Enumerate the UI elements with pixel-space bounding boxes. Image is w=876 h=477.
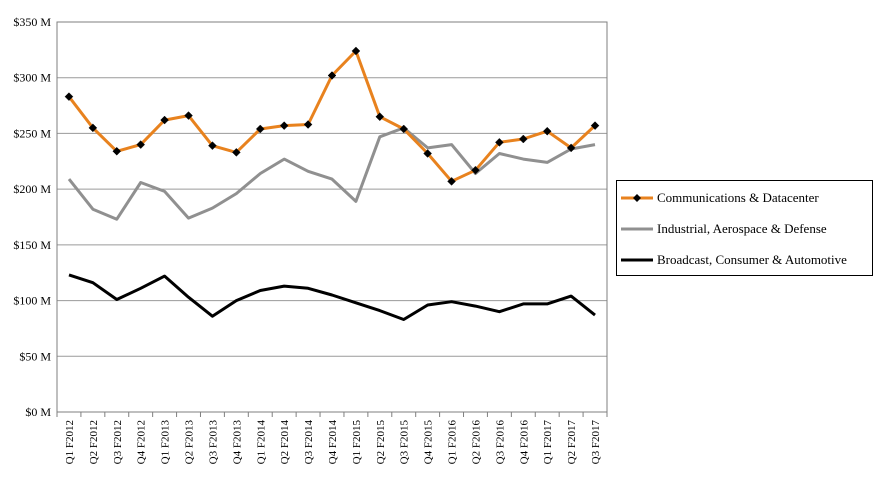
plot-area-border bbox=[56, 21, 608, 413]
data-point bbox=[495, 137, 504, 147]
x-tick-label: Q3 F2012 bbox=[112, 420, 124, 464]
data-point bbox=[327, 71, 337, 80]
data-point bbox=[447, 176, 456, 186]
legend-label-industrial: Industrial, Aerospace & Defense bbox=[657, 221, 827, 236]
data-point bbox=[279, 121, 289, 130]
x-tick-label: Q1 F2013 bbox=[160, 420, 172, 465]
data-point bbox=[208, 141, 217, 151]
data-point bbox=[423, 149, 433, 158]
data-point bbox=[303, 120, 313, 129]
x-tick-label: Q3 F2017 bbox=[590, 420, 602, 465]
data-point bbox=[351, 46, 361, 56]
data-point bbox=[184, 111, 193, 120]
legend: Communications & Datacenter Industrial, … bbox=[616, 180, 873, 276]
x-tick-label: Q2 F2017 bbox=[566, 420, 578, 465]
y-tick-label: $250 M bbox=[13, 126, 51, 140]
y-tick-label: $200 M bbox=[13, 182, 51, 196]
x-tick-label: Q4 F2015 bbox=[423, 420, 435, 465]
x-tick-label: Q3 F2013 bbox=[207, 420, 219, 465]
y-tick-label: $50 M bbox=[19, 349, 51, 363]
y-axis-ticks: $0 M $50 M $100 M $150 M $200 M $250 M $300 M $… bbox=[13, 15, 51, 419]
y-tick-label: $100 M bbox=[13, 294, 51, 308]
data-point bbox=[471, 165, 480, 175]
x-tick-label: Q2 F2016 bbox=[470, 420, 482, 465]
x-tick-label: Q3 F2014 bbox=[303, 420, 315, 465]
x-tick-label: Q4 F2013 bbox=[231, 420, 243, 465]
x-tick-label: Q2 F2014 bbox=[279, 420, 291, 465]
legend-label-communications: Communications & Datacenter bbox=[657, 190, 819, 205]
x-tick-label: Q2 F2015 bbox=[375, 420, 387, 465]
x-tick-label: Q1 F2012 bbox=[64, 420, 76, 464]
data-point bbox=[375, 112, 385, 122]
data-point bbox=[88, 123, 98, 133]
y-tick-label: $0 M bbox=[25, 405, 51, 419]
x-tick-label: Q4 F2016 bbox=[518, 420, 530, 465]
data-point bbox=[542, 126, 552, 136]
data-point bbox=[231, 148, 241, 157]
legend-item-industrial: Industrial, Aerospace & Defense bbox=[621, 220, 827, 238]
x-tick-label: Q3 F2015 bbox=[399, 420, 411, 465]
data-point bbox=[160, 115, 169, 125]
data-point bbox=[64, 92, 74, 102]
x-tick-label: Q1 F2014 bbox=[255, 420, 267, 465]
data-point bbox=[112, 146, 122, 156]
y-tick-label: $300 M bbox=[13, 71, 51, 85]
data-point bbox=[399, 124, 409, 134]
data-point bbox=[566, 143, 576, 153]
x-tick-label: Q4 F2012 bbox=[136, 420, 148, 464]
gridlines bbox=[56, 21, 608, 413]
series-line-0 bbox=[67, 49, 597, 183]
x-tick-label: Q2 F2012 bbox=[88, 420, 100, 464]
data-point bbox=[255, 124, 265, 134]
legend-swatch-industrial bbox=[621, 227, 653, 231]
legend-swatch-communications bbox=[621, 194, 653, 202]
legend-swatch-broadcast bbox=[621, 258, 653, 262]
series-lines bbox=[67, 49, 597, 321]
data-point bbox=[518, 134, 528, 144]
x-tick-label: Q4 F2014 bbox=[327, 420, 339, 465]
y-tick-label: $350 M bbox=[13, 15, 51, 29]
series-line-1 bbox=[67, 126, 596, 221]
y-tick-label: $150 M bbox=[13, 238, 51, 252]
legend-item-communications: Communications & Datacenter bbox=[621, 189, 819, 207]
data-point bbox=[590, 121, 600, 130]
x-tick-label: Q2 F2013 bbox=[184, 420, 196, 465]
x-tick-label: Q1 F2015 bbox=[351, 420, 363, 465]
x-axis-ticks: Q1 F2012 Q2 F2012 Q3 F2012 Q4 F2012 Q1 F2013… bbox=[56, 412, 608, 465]
x-tick-label: Q1 F2016 bbox=[447, 420, 459, 465]
legend-item-broadcast: Broadcast, Consumer & Automotive bbox=[621, 251, 847, 269]
series-line-2 bbox=[68, 273, 596, 321]
data-point bbox=[136, 140, 146, 149]
legend-label-broadcast: Broadcast, Consumer & Automotive bbox=[657, 252, 847, 267]
series-markers bbox=[64, 46, 600, 186]
x-tick-label: Q3 F2016 bbox=[494, 420, 506, 465]
x-tick-label: Q1 F2017 bbox=[542, 420, 554, 465]
